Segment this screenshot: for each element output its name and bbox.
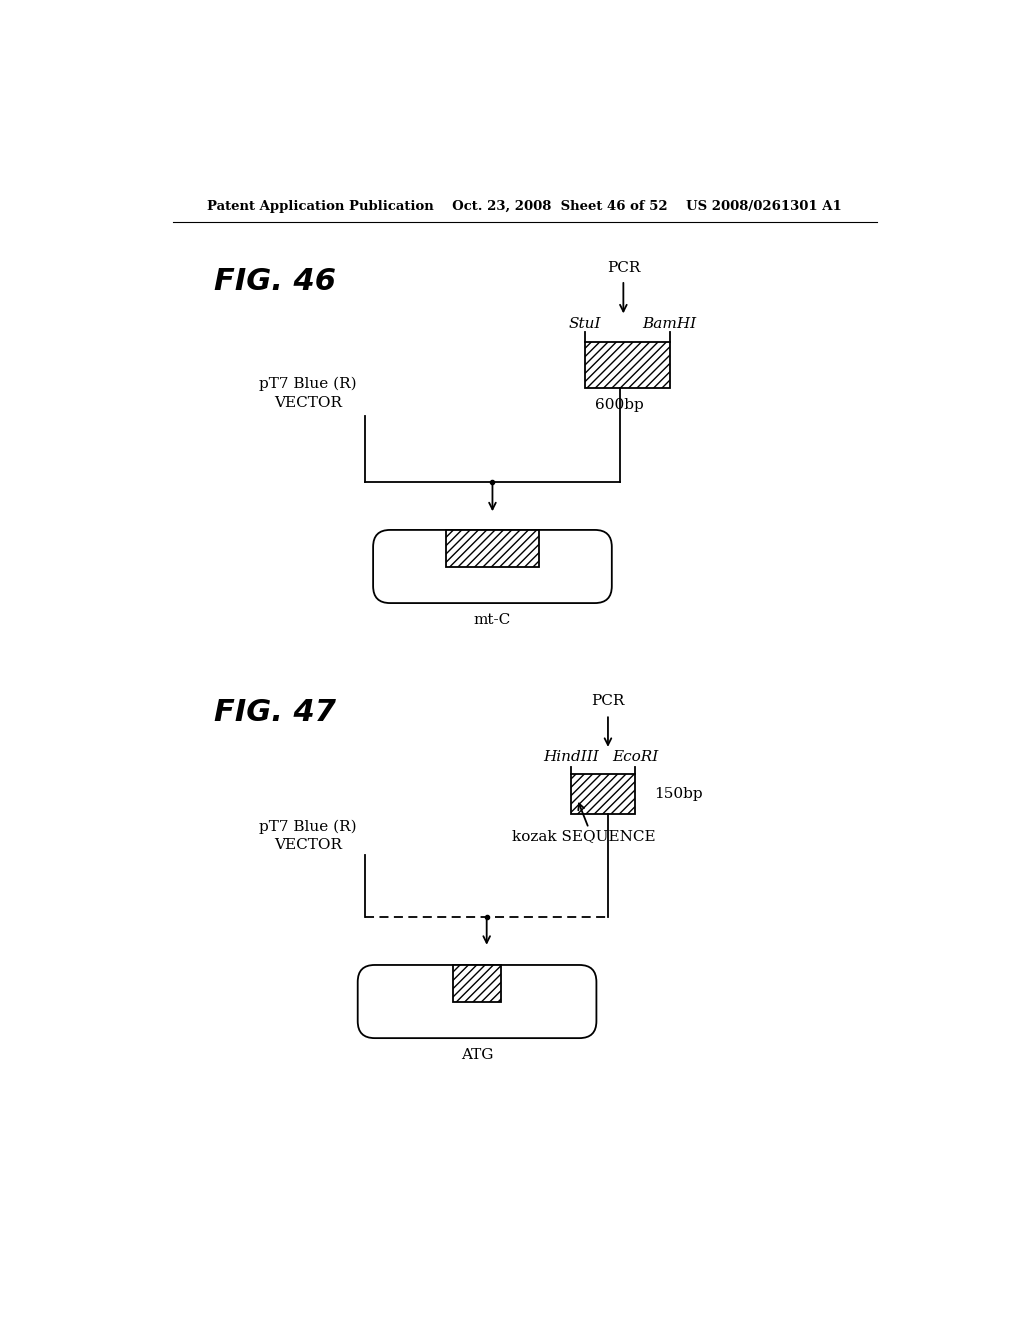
Bar (571, 775, 635, 814)
Text: mt-C: mt-C (474, 614, 511, 627)
Text: StuI: StuI (568, 317, 601, 331)
Text: FIG. 47: FIG. 47 (214, 698, 336, 727)
Text: BamHI: BamHI (642, 317, 696, 331)
Text: HindIII: HindIII (543, 751, 599, 764)
Text: pT7 Blue (R)
VECTOR: pT7 Blue (R) VECTOR (259, 376, 356, 409)
Text: kozak SEQUENCE: kozak SEQUENCE (512, 829, 655, 843)
Bar (454, 965, 501, 1002)
Text: FIG. 46: FIG. 46 (214, 267, 336, 296)
Text: EcoRI: EcoRI (611, 751, 658, 764)
Text: PCR: PCR (606, 261, 640, 275)
Text: Patent Application Publication    Oct. 23, 2008  Sheet 46 of 52    US 2008/02613: Patent Application Publication Oct. 23, … (208, 199, 842, 213)
Text: ATG: ATG (461, 1048, 494, 1063)
Bar (446, 529, 539, 566)
Text: 600bp: 600bp (595, 397, 644, 412)
Text: 150bp: 150bp (654, 788, 702, 801)
Bar (585, 342, 670, 388)
FancyBboxPatch shape (357, 965, 596, 1038)
Text: pT7 Blue (R)
VECTOR: pT7 Blue (R) VECTOR (259, 820, 356, 853)
Text: PCR: PCR (591, 694, 625, 709)
FancyBboxPatch shape (373, 529, 611, 603)
